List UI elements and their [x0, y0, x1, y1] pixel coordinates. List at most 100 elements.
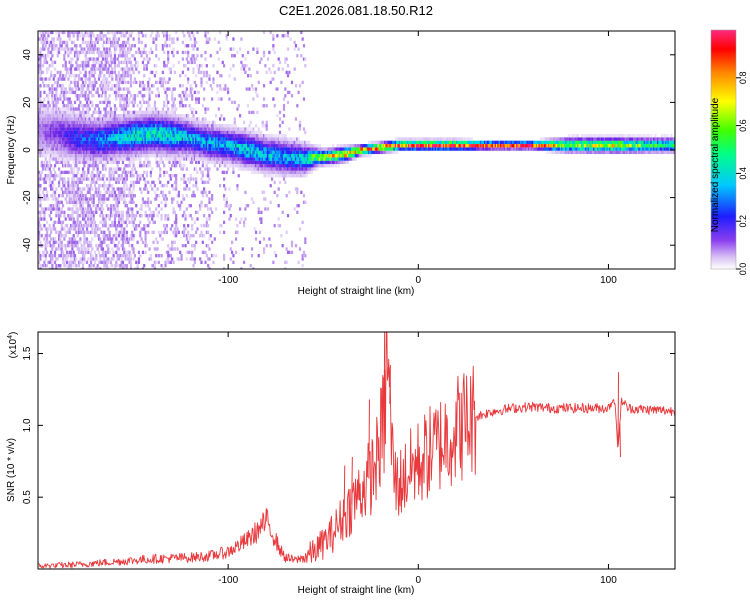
spectrogram-cell — [151, 144, 154, 148]
spectrogram-cell — [123, 237, 126, 241]
spectrogram-cell — [181, 130, 184, 135]
spectrogram-cell — [52, 134, 55, 138]
spectrogram-cell — [47, 127, 50, 131]
spectrogram-cell — [165, 110, 168, 115]
spectrogram-cell — [112, 114, 115, 118]
spectrogram-cell — [123, 140, 126, 145]
spectrogram-cell — [183, 187, 186, 191]
spectrogram-cell — [112, 254, 115, 258]
spectrogram-cell — [132, 144, 135, 148]
spectrogram-cell — [97, 154, 101, 158]
spectrogram-cell — [125, 114, 129, 118]
spectrogram-cell — [145, 117, 149, 121]
spectrogram-cell — [160, 147, 163, 151]
spectrogram-cell — [51, 260, 54, 264]
spectrogram-cell — [200, 77, 203, 81]
spectrogram-cell — [224, 124, 227, 128]
spectrogram-cell — [183, 127, 186, 131]
spectrogram-cell — [75, 31, 78, 35]
spectrogram-cell — [81, 224, 85, 228]
spectrogram-cell — [195, 230, 198, 234]
spectrogram-cell — [188, 124, 191, 128]
spectrogram-cell — [80, 267, 83, 269]
spectrogram-cell — [52, 60, 55, 65]
spectrogram-cell — [193, 124, 196, 128]
spectrogram-cell — [117, 137, 121, 141]
spectrogram-cell — [199, 167, 202, 171]
spectrogram-cell — [160, 130, 163, 135]
spectrogram-cell — [68, 154, 71, 158]
spectrogram-cell — [192, 117, 195, 121]
spectrogram-cell — [116, 150, 119, 155]
spectrogram-cell — [80, 47, 83, 51]
spectrogram-cell — [181, 120, 184, 125]
spectrogram-cell — [79, 250, 82, 254]
spectrogram-cell — [228, 97, 231, 101]
spectrogram-cell — [225, 127, 228, 131]
spectrogram-cell — [129, 134, 133, 138]
spectrogram-cell — [121, 157, 125, 161]
spectrogram-cell — [97, 187, 101, 191]
spectrogram-cell — [57, 140, 61, 145]
spectrogram-cell — [193, 144, 196, 148]
spectrogram-cell — [76, 134, 79, 138]
spectrogram-cell — [59, 144, 62, 148]
spectrogram-cell — [201, 117, 204, 121]
spectrogram-cell — [104, 34, 107, 38]
spectrogram-cell — [75, 154, 78, 158]
spectrogram-cell — [181, 40, 184, 45]
spectrogram-cell — [140, 150, 143, 155]
spectrogram-cell — [48, 184, 51, 188]
spectrogram-cell — [67, 54, 70, 58]
spectrogram-cell — [147, 120, 150, 125]
spectrogram-cell — [73, 107, 77, 111]
spectrogram-cell — [132, 147, 135, 151]
spectrogram-cell — [180, 140, 183, 145]
spectrogram-cell — [52, 107, 55, 111]
spectrogram-cell — [242, 167, 246, 171]
spectrogram-cell — [48, 44, 51, 48]
spectrogram-cell — [83, 134, 86, 138]
spectrogram-cell — [205, 134, 208, 138]
spectrogram-cell — [155, 120, 158, 125]
spectrogram-cell — [161, 237, 164, 241]
spectrogram-cell — [157, 130, 160, 135]
spectrogram-cell — [125, 140, 129, 145]
spectrogram-cell — [87, 144, 90, 148]
spectrogram-cell — [108, 174, 111, 178]
spectrogram-cell — [99, 110, 102, 115]
spectrogram-cell — [129, 127, 133, 131]
spectrogram-cell — [116, 44, 119, 48]
spectrogram-cell — [213, 237, 216, 241]
spectrogram-cell — [92, 74, 95, 78]
spectrogram-cell — [68, 264, 71, 268]
spectrogram-cell — [81, 177, 85, 181]
spectrogram-cell — [120, 97, 123, 101]
spectrogram-cell — [120, 194, 123, 198]
spectrogram-cell — [160, 120, 163, 125]
spectrogram-cell — [49, 144, 53, 148]
spectrogram-cell — [225, 200, 228, 205]
spectrogram-cell — [69, 104, 73, 108]
spectrogram-cell — [153, 220, 156, 224]
spectrogram-cell — [104, 84, 107, 88]
spectrogram-cell — [69, 224, 73, 228]
spectrogram-cell — [168, 34, 171, 38]
spectrogram-cell — [67, 230, 70, 234]
spectrogram-cell — [68, 200, 71, 205]
spectrogram-cell — [173, 124, 176, 128]
spectrogram-cell — [115, 214, 118, 218]
spectrogram-cell — [41, 207, 45, 211]
spectrogram-cell — [81, 80, 85, 85]
spectrogram-cell — [139, 187, 142, 191]
spectrogram-cell — [156, 87, 159, 91]
spectrogram-cell — [93, 230, 97, 234]
spectrogram-cell — [139, 220, 142, 224]
spectrogram-cell — [191, 124, 194, 128]
spectrogram-cell — [196, 157, 199, 161]
spectrogram-cell — [140, 54, 143, 58]
spectrogram-cell — [101, 177, 105, 181]
spectrogram-cell — [65, 140, 69, 145]
spectrogram-cell — [45, 124, 49, 128]
